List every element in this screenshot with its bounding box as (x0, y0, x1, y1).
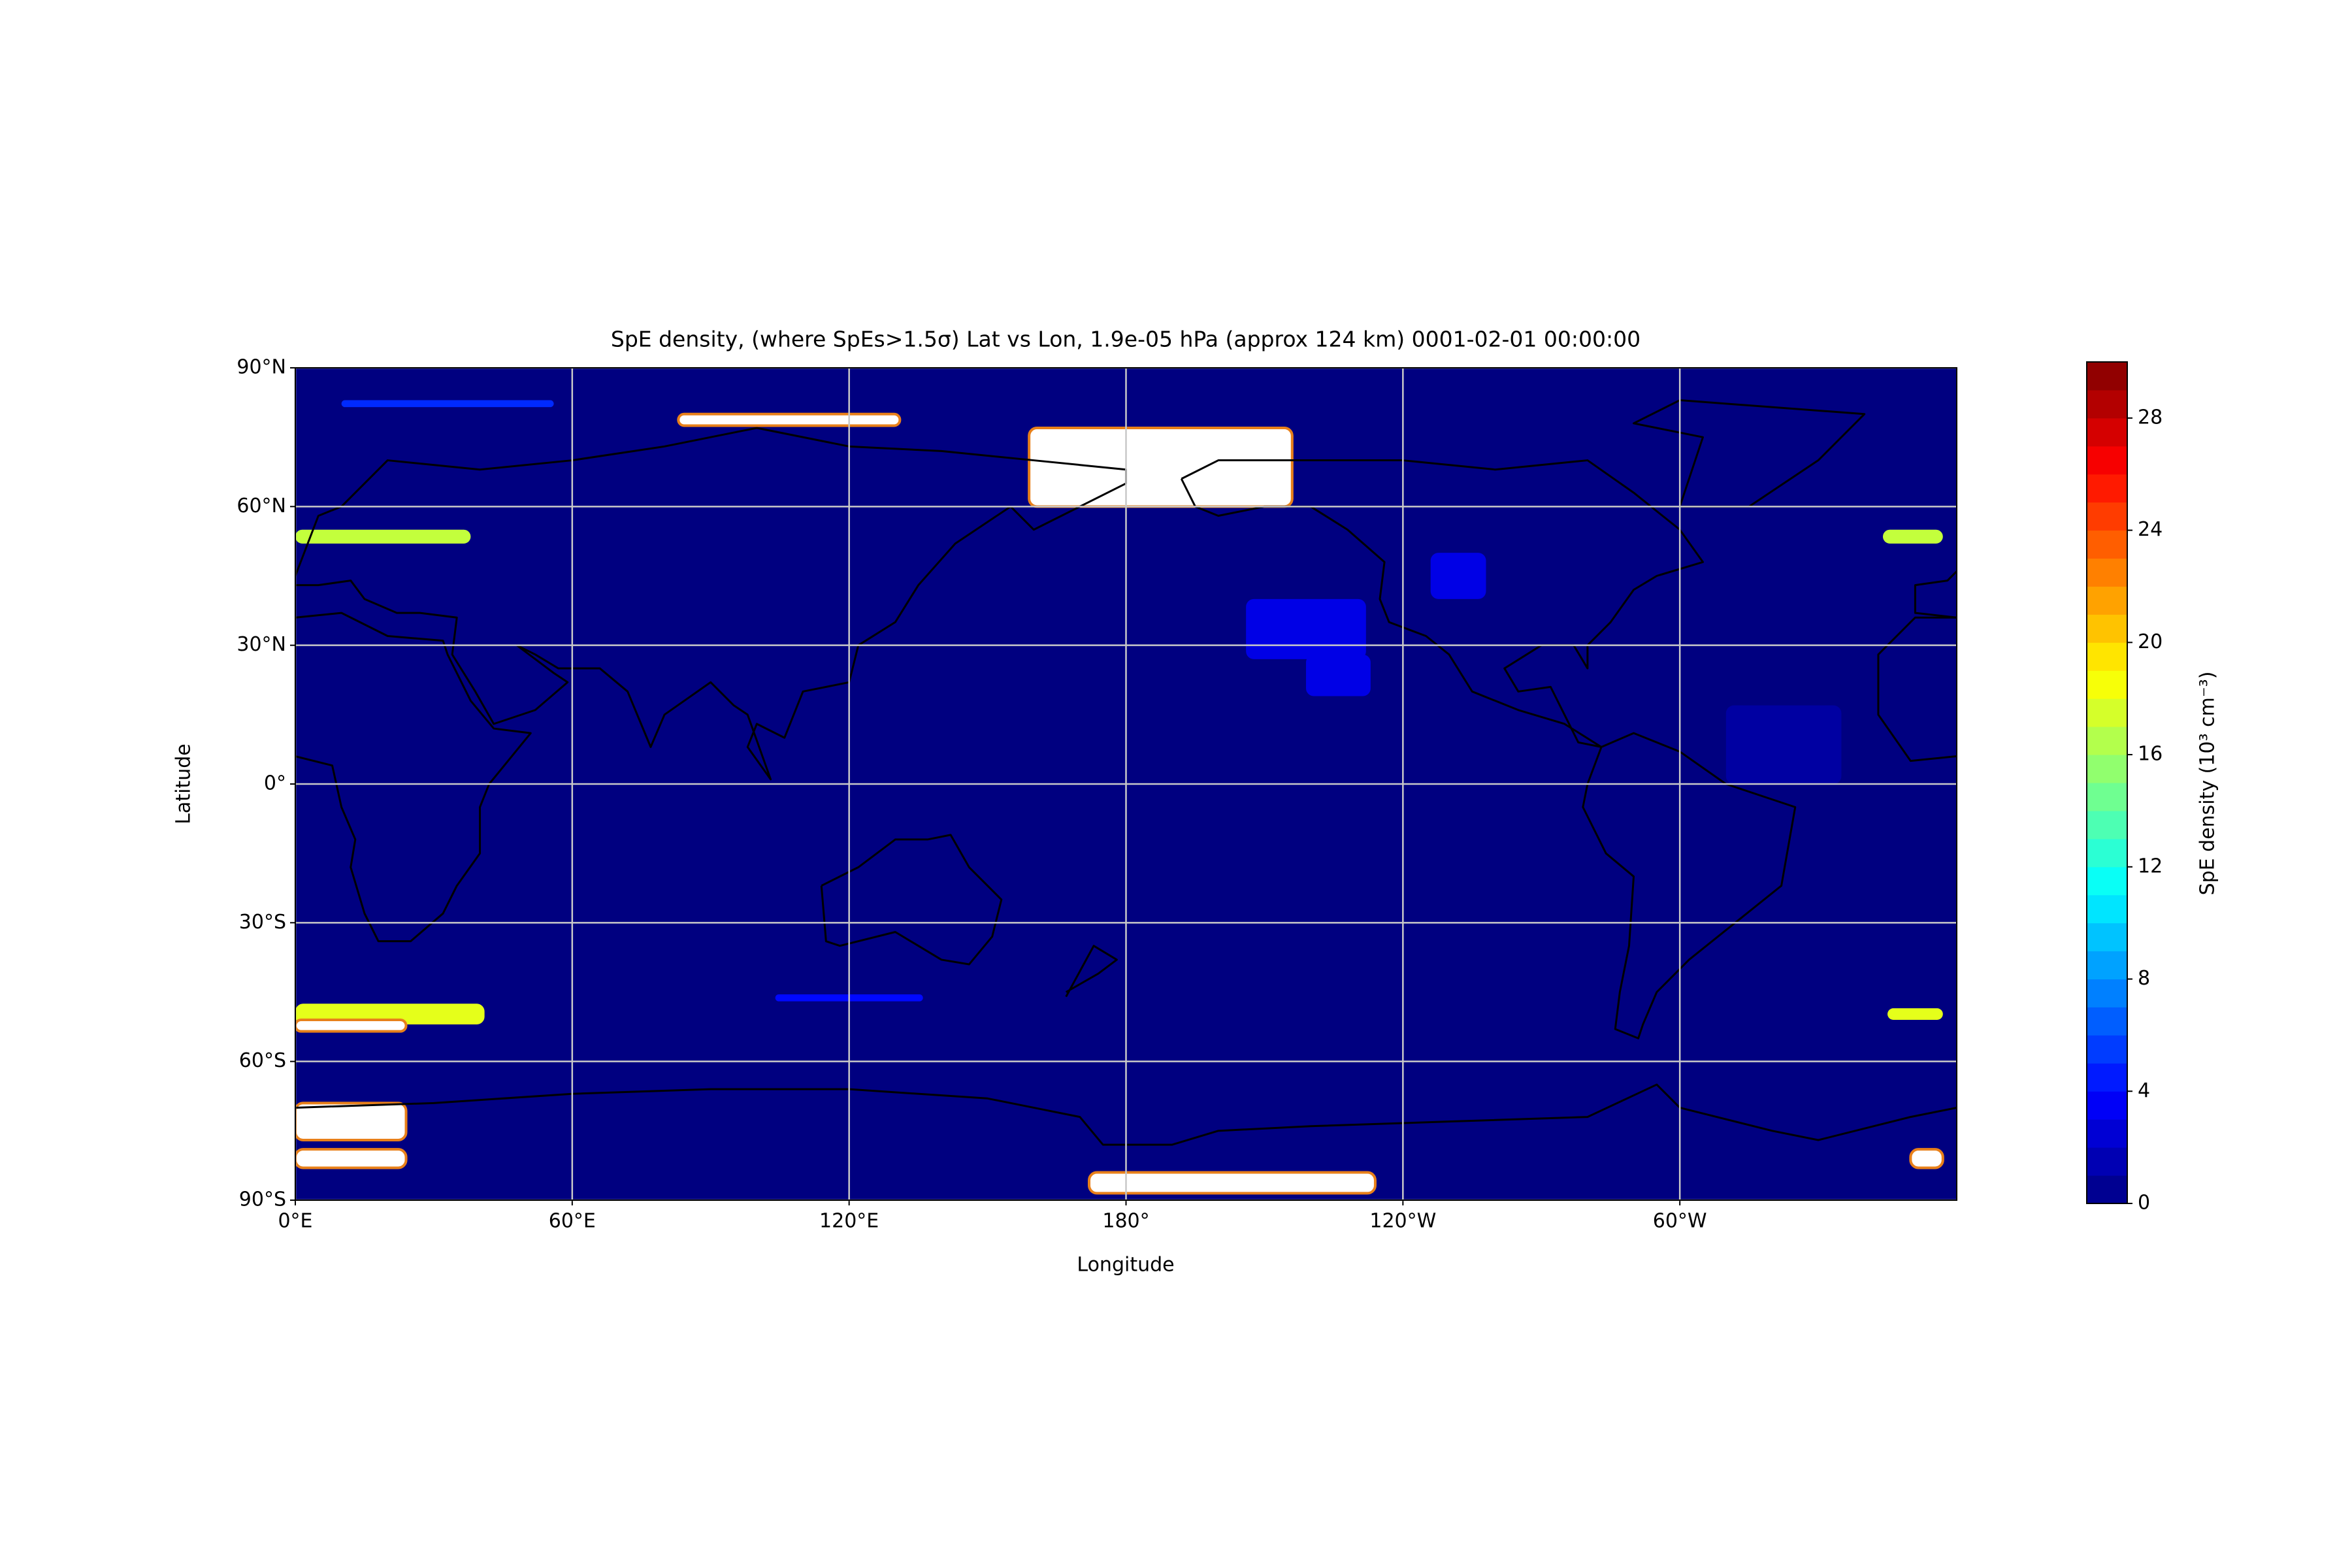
colorbar-band (2087, 1007, 2127, 1036)
x-tick-label: 120°W (1369, 1210, 1436, 1233)
density-region (1725, 705, 1842, 784)
density-region (341, 400, 554, 408)
x-tick-label: 0°E (278, 1210, 312, 1233)
colorbar-tick-label: 24 (2138, 518, 2163, 541)
colorbar-band (2087, 389, 2127, 419)
y-tick-label: 90°N (237, 356, 286, 379)
colorbar-band (2087, 979, 2127, 1007)
colorbar-band (2087, 866, 2127, 896)
density-region (295, 1018, 408, 1033)
density-region (1087, 1171, 1377, 1195)
x-tick-label: 60°E (549, 1210, 596, 1233)
chart-title: SpE density, (where SpEs>1.5σ) Lat vs Lo… (611, 327, 1641, 352)
colorbar-tick-label: 8 (2138, 967, 2150, 990)
colorbar-band (2087, 755, 2127, 783)
colorbar-tick-label: 28 (2138, 406, 2163, 429)
density-region (1028, 427, 1294, 508)
coastline (1877, 616, 1957, 762)
colorbar-band (2087, 417, 2127, 447)
coastline (1180, 459, 1704, 748)
field (295, 399, 1957, 1195)
density-region (677, 412, 902, 427)
y-tick-label: 90°S (239, 1188, 286, 1211)
x-tick-label: 60°W (1653, 1210, 1707, 1233)
colorbar-band (2087, 502, 2127, 531)
colorbar-band (2087, 1175, 2127, 1204)
density-region (1887, 1008, 1943, 1020)
colorbar-band (2087, 923, 2127, 952)
x-tick-label: 180° (1102, 1210, 1149, 1233)
colorbar-band (2087, 474, 2127, 503)
colorbar-band (2087, 951, 2127, 980)
coastline (820, 834, 1003, 966)
colorbar-band (2087, 642, 2127, 671)
colorbar-label: SpE density (10³ cm⁻³) (2197, 672, 2219, 896)
colorbar-tick-label: 16 (2138, 743, 2163, 766)
plot-frame (295, 367, 1957, 1201)
density-region (295, 1102, 408, 1141)
density-region (1246, 598, 1366, 659)
colorbar-band (2087, 698, 2127, 727)
colorbar-tick-label: 20 (2138, 630, 2163, 653)
density-region (1430, 553, 1486, 599)
colorbar-band (2087, 783, 2127, 811)
coastline (1065, 945, 1118, 998)
x-axis-label: Longitude (1077, 1254, 1174, 1277)
y-axis-label: Latitude (172, 743, 195, 824)
colorbar-band (2087, 362, 2127, 391)
colorbar-band (2087, 586, 2127, 615)
y-tick-label: 30°N (237, 633, 286, 656)
colorbar-band (2087, 446, 2127, 475)
colorbar-frame (2086, 361, 2128, 1204)
y-tick-label: 60°N (237, 495, 286, 517)
colorbar-band (2087, 1091, 2127, 1120)
x-tick-label: 120°E (819, 1210, 879, 1233)
y-tick-label: 0° (264, 772, 286, 795)
coastline (1633, 399, 1866, 508)
colorbar-band (2087, 614, 2127, 643)
coastline (295, 1083, 1957, 1146)
density-region (1882, 529, 1943, 544)
y-tick-label: 30°S (239, 911, 286, 934)
colorbar-band (2087, 670, 2127, 699)
colorbar-band (2087, 558, 2127, 587)
density-region (295, 1148, 408, 1169)
coastline (1914, 570, 1957, 619)
colorbar-band (2087, 894, 2127, 924)
colorbar-tick-label: 12 (2138, 855, 2163, 877)
density-region (1909, 1148, 1944, 1169)
colorbar-band (2087, 838, 2127, 868)
colorbar-band (2087, 1147, 2127, 1176)
colorbar-band (2087, 530, 2127, 559)
colorbar-band (2087, 810, 2127, 840)
colorbar-band (2087, 1063, 2127, 1092)
colorbar-band (2087, 1035, 2127, 1064)
colorbar-band (2087, 1119, 2127, 1148)
y-tick-label: 60°S (239, 1049, 286, 1072)
colorbar-tick-label: 4 (2138, 1079, 2150, 1102)
density-region (295, 529, 471, 544)
colorbar-tick-label: 0 (2138, 1192, 2150, 1215)
density-region (1305, 654, 1371, 696)
colorbar-band (2087, 727, 2127, 755)
